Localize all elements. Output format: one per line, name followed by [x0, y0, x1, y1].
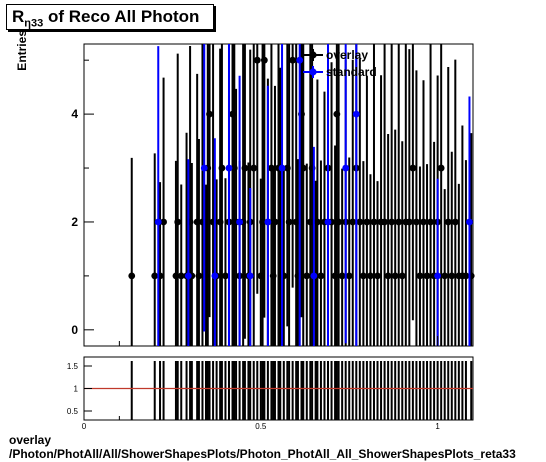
y-tick-label: 0 [71, 323, 78, 337]
overlay-point [423, 272, 431, 280]
overlay-point [174, 218, 182, 226]
chart-title-prefix: R [12, 7, 25, 26]
overlay-point [391, 272, 399, 280]
overlay-point [271, 218, 279, 226]
standard-point [434, 272, 442, 280]
footer-label: overlay [9, 433, 52, 447]
ratio-y-tick-label: 0.5 [67, 407, 79, 416]
standard-point [264, 218, 272, 226]
overlay-point [222, 272, 229, 280]
standard-point [184, 272, 192, 280]
standard-point [342, 164, 350, 172]
overlay-point [177, 272, 185, 280]
overlay-point [128, 272, 136, 280]
standard-point [246, 272, 254, 280]
overlay-point [206, 110, 213, 118]
y-tick-label: 4 [71, 107, 78, 121]
overlay-point [250, 164, 258, 172]
chart-title-rest: of Reco All Photon [43, 7, 200, 26]
overlay-point [151, 272, 159, 280]
overlay-point [363, 218, 371, 226]
overlay-point [405, 218, 413, 226]
overlay-point [395, 218, 403, 226]
standard-point [466, 218, 473, 226]
legend-label-standard: standard [326, 65, 377, 79]
standard-point [236, 218, 244, 226]
overlay-point [338, 272, 346, 280]
overlay-point [195, 272, 203, 280]
overlay-point [356, 218, 364, 226]
standard-point [352, 110, 360, 118]
overlay-point [241, 164, 249, 172]
legend-marker-standard [309, 68, 317, 76]
overlay-point [260, 56, 268, 64]
overlay-point [381, 218, 388, 226]
ratio-x-tick-label: 0.5 [255, 422, 267, 431]
standard-point [310, 272, 318, 280]
chart-title: Rη33 of Reco All Photon [6, 4, 214, 30]
ratio-plot-axes: 0.511.50 0.5 1 [67, 362, 474, 431]
overlay-point [285, 218, 293, 226]
standard-point [278, 164, 286, 172]
overlay-point [427, 218, 434, 226]
overlay-point [367, 272, 374, 280]
overlay-point [462, 272, 470, 280]
footer-path: /Photon/PhotAll/All/ShowerShapesPlots/Ph… [9, 447, 516, 461]
overlay-point [448, 272, 456, 280]
overlay-point [299, 164, 307, 172]
overlay-point [441, 272, 449, 280]
overlay-point [303, 272, 311, 280]
overlay-point [388, 218, 396, 226]
overlay-point [384, 272, 392, 280]
overlay-point [345, 272, 353, 280]
overlay-point [160, 218, 167, 226]
legend-marker-overlay [309, 51, 317, 59]
standard-point [200, 164, 208, 172]
standard-point [324, 218, 332, 226]
overlay-point [451, 218, 459, 226]
standard-point [296, 56, 304, 64]
ratio-y-tick-label: 1.5 [67, 362, 79, 371]
overlay-point [317, 272, 325, 280]
ratio-x-tick-label: 0 [82, 422, 87, 431]
overlay-point [409, 164, 417, 172]
standard-point [211, 272, 219, 280]
overlay-point [370, 218, 378, 226]
overlay-point [420, 218, 427, 226]
overlay-point [349, 218, 357, 226]
legend-label-overlay: overlay [326, 48, 368, 62]
overlay-point [335, 218, 343, 226]
overlay-point [253, 56, 261, 64]
overlay-point [289, 56, 297, 64]
chart-title-subscript: η33 [24, 17, 44, 30]
ratio-y-tick-label: 1 [74, 385, 79, 394]
main-plot-axes: 0 2 4 [71, 59, 474, 346]
overlay-point [314, 218, 321, 226]
y-tick-label: 2 [71, 215, 78, 229]
ratio-plot-marks [84, 361, 473, 420]
overlay-point [398, 272, 406, 280]
standard-point [225, 164, 233, 172]
overlay-point [444, 218, 452, 226]
main-plot-marks [128, 44, 475, 346]
standard-point [154, 218, 162, 226]
overlay-point [374, 272, 381, 280]
overlay-point [413, 218, 420, 226]
overlay-point [359, 272, 367, 280]
ratio-x-tick-label: 1 [435, 422, 440, 431]
overlay-point [218, 164, 226, 172]
legend: overlay standard [303, 48, 377, 79]
overlay-point [416, 272, 424, 280]
overlay-point [437, 164, 445, 172]
